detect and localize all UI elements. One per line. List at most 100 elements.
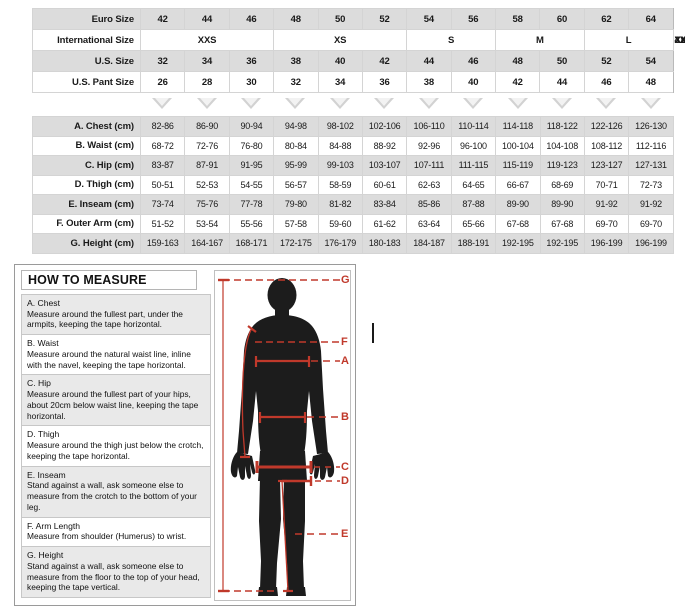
measure-instruction-body: Stand against a wall, ask someone else t… bbox=[27, 480, 197, 512]
measure-instruction-item: E. Inseam Stand against a wall, ask someo… bbox=[21, 465, 211, 517]
measurement-cell: 51-52 bbox=[139, 213, 186, 234]
measure-instruction-item: C. Hip Measure around the fullest part of… bbox=[21, 374, 211, 426]
measurement-cell: 69-70 bbox=[583, 213, 630, 234]
measurement-cell: 176-179 bbox=[317, 233, 363, 254]
size-table-cell: XS bbox=[273, 29, 408, 51]
triangle-down-icon bbox=[374, 98, 395, 109]
measurement-row-label: E. Inseam (cm) bbox=[32, 194, 141, 215]
size-conversion-table: Euro Size 42 44 46 48 50 52 54 56 58 60 62 64 Interna… bbox=[32, 8, 685, 93]
measurement-cell: 72-76 bbox=[184, 135, 230, 156]
measure-instruction-heading: G. Height bbox=[27, 550, 64, 561]
measurement-cell: 99-103 bbox=[317, 155, 363, 176]
size-table-cell: 46 bbox=[450, 50, 497, 72]
measurement-cell: 188-191 bbox=[450, 233, 497, 254]
measurement-cell: 118-122 bbox=[539, 116, 585, 137]
size-table-cell: 36 bbox=[228, 50, 275, 72]
measurement-cell: 54-55 bbox=[228, 174, 275, 195]
measurement-cell: 111-115 bbox=[450, 155, 497, 176]
measurement-cell: 89-90 bbox=[495, 194, 541, 215]
size-table-row: U.S. Size 32 34 36 38 40 42 44 46 48 50 52 54 bbox=[32, 50, 674, 72]
size-table-cell: 34 bbox=[184, 50, 230, 72]
measurement-row: B. Waist (cm) 68-72 72-76 76-80 80-84 84-88 88… bbox=[32, 135, 674, 156]
size-table-cell: 44 bbox=[406, 50, 452, 72]
measurement-cell: 127-131 bbox=[628, 155, 674, 176]
triangle-down-icon bbox=[463, 98, 484, 109]
measure-instruction-list: A. Chest Measure around the fullest part,… bbox=[21, 294, 211, 599]
size-table-row-label: International Size bbox=[32, 29, 141, 51]
measurement-cell: 76-80 bbox=[228, 135, 275, 156]
measurement-cell: 180-183 bbox=[361, 233, 408, 254]
how-to-measure-panel: HOW TO MEASURE A. Chest Measure around th… bbox=[14, 264, 356, 606]
size-table-cell: 26 bbox=[139, 71, 186, 93]
measurement-cell: 67-68 bbox=[539, 213, 585, 234]
size-table-cell: 56 bbox=[450, 8, 497, 30]
size-table-cell: 36 bbox=[361, 71, 408, 93]
measurement-cell: 65-66 bbox=[450, 213, 497, 234]
measure-instruction-heading: C. Hip bbox=[27, 378, 51, 389]
size-table-cell: 64 bbox=[628, 8, 674, 30]
size-table-cell: 50 bbox=[539, 50, 585, 72]
measurement-cell: 85-86 bbox=[406, 194, 452, 215]
size-table-cell: M bbox=[495, 29, 585, 51]
measurement-cell: 62-63 bbox=[406, 174, 452, 195]
size-table-cell: 40 bbox=[450, 71, 497, 93]
measurement-cell: 81-82 bbox=[317, 194, 363, 215]
measure-instruction-body: Stand against a wall, ask someone else t… bbox=[27, 560, 200, 593]
size-table-row-label: U.S. Pant Size bbox=[32, 71, 141, 93]
body-measurement-table: A. Chest (cm) 82-86 86-90 90-94 94-98 98-102 1… bbox=[32, 116, 674, 254]
size-table-cell: L bbox=[583, 29, 674, 51]
chest-marker-letter: A bbox=[341, 355, 349, 367]
measurement-cell: 67-68 bbox=[495, 213, 541, 234]
measurement-cell: 82-86 bbox=[139, 116, 186, 137]
size-table-cell: 30 bbox=[228, 71, 275, 93]
measurement-row-label: G. Height (cm) bbox=[32, 233, 141, 254]
arm-length-curve bbox=[241, 327, 253, 458]
measurement-cell: 83-84 bbox=[361, 194, 408, 215]
size-table-cell: 44 bbox=[184, 8, 230, 30]
measurement-cell: 123-127 bbox=[583, 155, 630, 176]
size-table-row: International SizeXXSXSSMLXLXXL3XL4XL bbox=[32, 29, 685, 51]
measurement-cell: 106-110 bbox=[406, 116, 452, 137]
column-arrow-strip bbox=[32, 96, 673, 114]
measure-instruction-item: G. Height Stand against a wall, ask someo… bbox=[21, 546, 211, 599]
measurement-cell: 126-130 bbox=[628, 116, 674, 137]
measurement-cell: 102-106 bbox=[361, 116, 408, 137]
measurement-cell: 119-123 bbox=[539, 155, 585, 176]
measure-instruction-body: Measure around the fullest part, under t… bbox=[27, 308, 183, 330]
measurement-row-label: C. Hip (cm) bbox=[32, 155, 141, 176]
measure-instruction-body: Measure around the natural waist line, i… bbox=[27, 348, 191, 370]
size-table-cell: 42 bbox=[361, 50, 408, 72]
measurement-cell: 172-175 bbox=[273, 233, 319, 254]
measurement-cell: 61-62 bbox=[361, 213, 408, 234]
measurement-cell: 196-199 bbox=[628, 233, 674, 254]
measurement-row: C. Hip (cm) 83-87 87-91 91-95 95-99 99-103 103… bbox=[32, 155, 674, 176]
measure-instruction-item: F. Arm Length Measure from shoulder (Hume… bbox=[21, 516, 211, 547]
measure-instruction-body: Measure around the thigh just below the … bbox=[27, 440, 204, 461]
measure-instruction-item: D. Thigh Measure around the thigh just be… bbox=[21, 425, 211, 466]
measure-instruction-heading: D. Thigh bbox=[27, 429, 60, 440]
measurement-cell: 122-126 bbox=[583, 116, 630, 137]
measurement-cell: 107-111 bbox=[406, 155, 452, 176]
measurement-cell: 77-78 bbox=[228, 194, 275, 215]
measurement-cell: 91-92 bbox=[628, 194, 674, 215]
measurement-cell: 83-87 bbox=[139, 155, 186, 176]
measure-instruction-heading: A. Chest bbox=[27, 298, 60, 308]
measurement-cell: 114-118 bbox=[495, 116, 541, 137]
size-table-cell: 40 bbox=[317, 50, 363, 72]
measurement-row: F. Outer Arm (cm) 51-52 53-54 55-56 57-58 59-… bbox=[32, 213, 674, 234]
measurement-cell: 168-171 bbox=[228, 233, 275, 254]
measurement-cell: 60-61 bbox=[361, 174, 408, 195]
measurement-cell: 110-114 bbox=[450, 116, 497, 137]
size-table-row: Euro Size 42 44 46 48 50 52 54 56 58 60 62 64 bbox=[32, 8, 674, 30]
size-table-cell: 42 bbox=[494, 71, 541, 93]
arm-length-marker-letter: F bbox=[341, 336, 348, 348]
measurement-cell: 63-64 bbox=[406, 213, 452, 234]
measurement-cell: 57-58 bbox=[273, 213, 319, 234]
measurement-cell: 104-108 bbox=[539, 135, 585, 156]
size-table-cell: 52 bbox=[361, 8, 408, 30]
measurement-cell: 69-70 bbox=[628, 213, 674, 234]
height-marker-letter: G bbox=[341, 274, 350, 286]
